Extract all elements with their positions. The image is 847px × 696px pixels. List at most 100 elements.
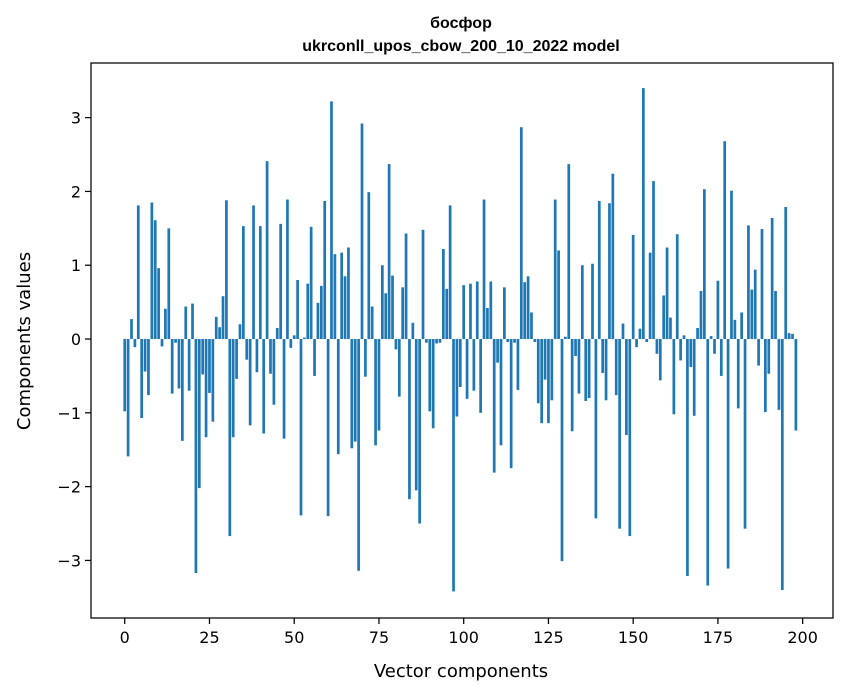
bar [564,336,567,340]
bar [506,339,510,342]
bar [631,234,635,340]
bar [655,339,659,354]
bar [187,339,191,391]
y-tick-label: 0 [71,330,81,349]
bar [397,339,401,397]
bar [157,268,160,340]
y-tick-label: 2 [71,182,81,201]
y-tick-label: 1 [71,256,81,275]
bar [580,265,584,340]
bar [723,141,727,340]
bar [787,333,791,340]
bar [394,339,398,350]
bar [455,339,459,417]
bar [296,279,299,340]
bar [194,339,198,573]
bar [713,339,716,354]
bar [384,293,388,340]
bar [543,339,547,380]
bar [699,291,703,340]
bar [767,339,771,374]
bar [638,328,642,340]
bar [757,339,760,366]
bar [652,181,655,340]
bar [665,247,669,340]
bar [777,339,781,410]
bar [533,339,537,342]
bar [184,306,188,340]
bar [492,339,496,473]
bar [472,339,476,391]
bar [448,205,452,340]
bar [150,202,154,340]
bar [262,339,266,434]
bar [780,339,784,590]
y-axis-label: Components values [14,252,35,430]
x-tick-label: 200 [787,628,818,647]
bar [333,254,337,340]
bar [316,302,320,340]
bar [303,337,306,340]
bar [231,339,235,438]
bar [191,303,194,340]
bar [153,220,157,340]
bar [716,280,720,340]
bar [309,226,313,340]
bar [353,339,357,442]
bar [147,339,150,396]
bar [469,283,472,340]
bar [709,336,713,340]
bar [672,339,676,415]
bar [245,339,249,360]
bar [306,283,310,340]
bar [181,339,184,441]
bar [635,339,638,348]
bar [292,335,296,340]
bar [791,333,794,340]
bar [340,252,344,340]
bar [570,339,574,432]
bar [733,319,737,340]
bar [675,234,679,340]
y-tick-label: −3 [57,551,81,570]
bar [282,339,286,439]
bar [357,339,360,571]
bar [350,339,354,449]
bar [242,226,245,340]
bar [764,339,767,413]
bar [428,339,432,412]
bar [465,339,469,399]
bar [380,265,384,340]
bar [286,199,289,340]
bar [784,206,788,340]
bar [587,339,591,399]
bar [197,339,201,489]
bar [374,339,377,446]
bar [645,339,649,342]
bar [669,317,672,340]
bar [435,339,438,344]
bar [170,339,174,394]
bar [225,200,228,340]
bar [628,339,632,537]
bar [174,339,177,343]
bar [774,291,777,340]
bar [418,339,421,524]
bar [401,287,405,340]
bar [299,339,303,516]
bar [479,339,482,413]
bar [553,199,557,340]
bar [265,161,269,340]
bar [496,339,499,363]
bar [719,339,723,376]
bar [608,203,611,340]
y-tick-label: 3 [71,109,81,128]
bar [425,339,428,343]
bar [692,339,696,416]
x-axis-ticks: 0 25 50 75 100 125 150 175 200 [120,618,818,647]
bar [611,173,615,340]
bar [530,312,533,340]
bar [130,319,133,340]
bar [726,339,730,569]
bar [201,339,205,375]
